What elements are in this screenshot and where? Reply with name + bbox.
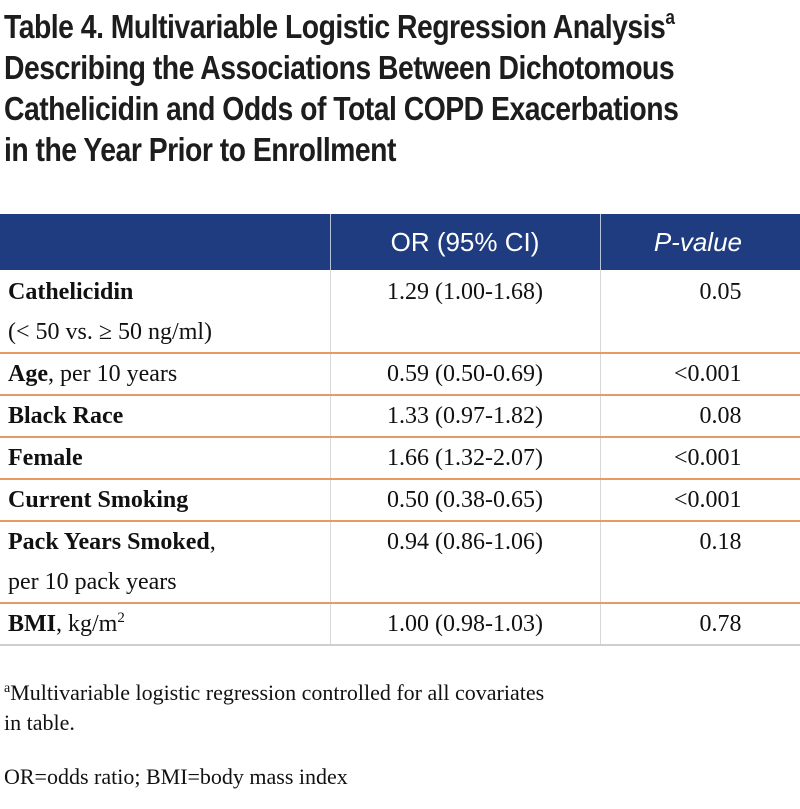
footnote-a-text-line-2: in table. — [4, 710, 75, 735]
row-pvalue: 0.18 — [599, 521, 800, 604]
row-pvalue: 0.05 — [599, 270, 800, 354]
row-or: 1.66 (1.32-2.07) — [329, 437, 600, 480]
row-or: 0.50 (0.38-0.65) — [329, 479, 600, 522]
row-variable: Pack Years Smoked, per 10 pack years — [0, 521, 330, 604]
footnote-a: aMultivariable logistic regression contr… — [4, 678, 794, 738]
title-footnote-mark: a — [665, 7, 675, 29]
variable-name: Current Smoking — [8, 487, 189, 513]
row-variable: Black Race — [0, 395, 330, 438]
table-row: BMI, kg/m2 1.00 (0.98-1.03) 0.78 — [0, 603, 800, 646]
variable-name: Age — [8, 361, 48, 387]
title-line-4: in the Year Prior to Enrollment — [4, 131, 396, 168]
table-row: Current Smoking 0.50 (0.38-0.65) <0.001 — [0, 479, 800, 522]
row-pvalue: 0.08 — [599, 395, 800, 438]
row-or: 0.94 (0.86-1.06) — [329, 521, 600, 604]
table-row: Age, per 10 years 0.59 (0.50-0.69) <0.00… — [0, 353, 800, 396]
unit-superscript: 2 — [117, 610, 125, 626]
row-or: 1.29 (1.00-1.68) — [329, 270, 600, 354]
row-or: 1.00 (0.98-1.03) — [329, 603, 600, 646]
header-variable — [0, 214, 330, 270]
variable-name: Cathelicidin — [8, 279, 134, 305]
row-variable: Age, per 10 years — [0, 353, 330, 396]
row-or: 0.59 (0.50-0.69) — [329, 353, 600, 396]
table-row: Black Race 1.33 (0.97-1.82) 0.08 — [0, 395, 800, 438]
footnote-a-text: Multivariable logistic regression contro… — [10, 680, 545, 705]
row-pvalue: <0.001 — [599, 479, 800, 522]
regression-table: OR (95% CI) P-value Cathelicidin (< 50 v… — [0, 214, 800, 646]
variable-detail: , kg/m — [56, 611, 118, 637]
footnote-mark: a — [4, 681, 11, 696]
row-variable: Cathelicidin (< 50 vs. ≥ 50 ng/ml) — [0, 270, 330, 354]
variable-detail: , — [209, 529, 216, 555]
table-row: Female 1.66 (1.32-2.07) <0.001 — [0, 437, 800, 480]
row-variable: Current Smoking — [0, 479, 330, 522]
title-line-3: Cathelicidin and Odds of Total COPD Exac… — [4, 90, 679, 127]
header-pvalue: P-value — [599, 214, 800, 270]
variable-detail-line-2: per 10 pack years — [8, 569, 177, 595]
title-line-2: Describing the Associations Between Dich… — [4, 49, 675, 86]
title-line-1: Table 4. Multivariable Logistic Regressi… — [4, 7, 675, 45]
variable-detail: , per 10 years — [47, 361, 178, 387]
variable-name: Black Race — [8, 403, 124, 429]
header-or: OR (95% CI) — [329, 214, 600, 270]
table-header: OR (95% CI) P-value — [0, 214, 800, 270]
table-row: Pack Years Smoked, per 10 pack years 0.9… — [0, 521, 800, 604]
variable-name: BMI — [8, 611, 56, 637]
table-row: Cathelicidin (< 50 vs. ≥ 50 ng/ml) 1.29 … — [0, 270, 800, 354]
variable-detail: (< 50 vs. ≥ 50 ng/ml) — [8, 319, 213, 345]
row-variable: Female — [0, 437, 330, 480]
variable-name: Pack Years Smoked — [8, 529, 210, 555]
footnote-abbreviations: OR=odds ratio; BMI=body mass index — [4, 764, 348, 789]
table-title: Table 4. Multivariable Logistic Regressi… — [4, 6, 795, 170]
row-pvalue: 0.78 — [599, 603, 800, 646]
row-pvalue: <0.001 — [599, 353, 800, 396]
row-or: 1.33 (0.97-1.82) — [329, 395, 600, 438]
variable-name: Female — [8, 445, 83, 471]
row-pvalue: <0.001 — [599, 437, 800, 480]
row-variable: BMI, kg/m2 — [0, 603, 330, 646]
